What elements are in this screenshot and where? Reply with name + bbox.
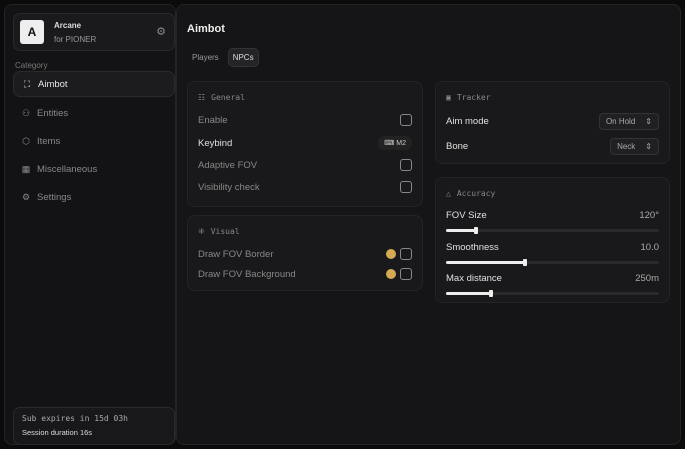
sidebar: A Arcane for PIONER ⚙ Category ⛶ Aimbot ⚇… bbox=[4, 4, 176, 445]
aim-mode-row: Aim mode On Hold ⇕ bbox=[446, 112, 659, 130]
label: FOV Size bbox=[446, 210, 487, 221]
visibility-check-checkbox[interactable] bbox=[400, 181, 412, 193]
tab-players[interactable]: Players bbox=[192, 53, 219, 62]
bone-row: Bone Neck ⇕ bbox=[446, 137, 659, 155]
sidebar-item-settings[interactable]: ⚙ Settings bbox=[13, 184, 175, 210]
card-title: Accuracy bbox=[456, 189, 496, 198]
sidebar-item-label: Aimbot bbox=[38, 78, 68, 90]
enable-row: Enable bbox=[198, 112, 412, 128]
card-title: Tracker bbox=[456, 93, 491, 102]
label: Draw FOV Border bbox=[198, 248, 274, 260]
keybind-row: Keybind ⌨ M2 bbox=[198, 135, 412, 151]
slider-thumb[interactable] bbox=[473, 227, 478, 234]
tab-bar: Players NPCs bbox=[187, 48, 259, 67]
slider-fill bbox=[446, 292, 491, 295]
category-label: Category bbox=[15, 61, 48, 70]
sidebar-item-entities[interactable]: ⚇ Entities bbox=[13, 100, 175, 126]
sidebar-item-label: Settings bbox=[37, 191, 72, 203]
sidebar-item-label: Items bbox=[37, 135, 61, 147]
card-title: General bbox=[211, 93, 245, 102]
select-icon: ⇕ bbox=[645, 141, 652, 151]
sidebar-item-label: Entities bbox=[37, 107, 69, 119]
tracker-icon: ▣ bbox=[446, 93, 451, 102]
label: Aim mode bbox=[446, 115, 489, 127]
triangle-icon: △ bbox=[446, 189, 451, 198]
label: Adaptive FOV bbox=[198, 159, 258, 171]
adaptive-fov-checkbox[interactable] bbox=[400, 159, 412, 171]
card-title: Visual bbox=[210, 227, 240, 236]
draw-fov-border-row: Draw FOV Border bbox=[198, 246, 412, 262]
draw-fov-background-checkbox[interactable] bbox=[400, 268, 412, 280]
target-icon: ⁜ bbox=[198, 227, 205, 236]
enable-checkbox[interactable] bbox=[400, 114, 412, 126]
aim-mode-select[interactable]: On Hold ⇕ bbox=[598, 112, 659, 130]
keybind-button[interactable]: ⌨ M2 bbox=[378, 136, 412, 150]
value: 10.0 bbox=[640, 242, 660, 253]
draw-fov-border-checkbox[interactable] bbox=[400, 248, 412, 260]
main-panel: Aimbot Players NPCs ☷ General Enable Keyb… bbox=[176, 4, 681, 445]
logo: A bbox=[20, 20, 44, 44]
sidebar-item-miscellaneous[interactable]: ▦ Miscellaneous bbox=[13, 156, 175, 182]
accuracy-card: △ Accuracy FOV Size 120° Smoothness 10.0 Ma… bbox=[435, 177, 670, 303]
slider-thumb[interactable] bbox=[488, 290, 493, 297]
brand-card: A Arcane for PIONER ⚙ bbox=[13, 13, 175, 51]
label: Keybind bbox=[198, 137, 233, 149]
value: 120° bbox=[639, 210, 659, 221]
sidebar-item-items[interactable]: ⬡ Items bbox=[13, 128, 175, 154]
app-subtitle: for PIONER bbox=[54, 35, 97, 44]
subscription-info: Sub expires in 15d 03h Session duration … bbox=[13, 407, 175, 445]
select-icon: ⇕ bbox=[645, 116, 652, 126]
color-picker[interactable] bbox=[386, 269, 396, 279]
slider-fill bbox=[446, 261, 525, 264]
slider-thumb[interactable] bbox=[522, 259, 527, 266]
fov-size-slider[interactable] bbox=[446, 227, 659, 234]
list-icon: ☷ bbox=[198, 93, 206, 102]
sidebar-item-aimbot[interactable]: ⛶ Aimbot bbox=[13, 71, 175, 97]
tab-npcs[interactable]: NPCs bbox=[227, 48, 259, 67]
max-distance-slider-row: Max distance 250m bbox=[446, 273, 659, 297]
slider-fill bbox=[446, 229, 476, 232]
bone-select[interactable]: Neck ⇕ bbox=[610, 137, 659, 155]
page-title: Aimbot bbox=[187, 23, 225, 35]
session-duration: Session duration 16s bbox=[22, 428, 93, 437]
subscription-expiry: Sub expires in 15d 03h bbox=[22, 414, 128, 423]
general-card: ☷ General Enable Keybind ⌨ M2 Adaptive FOV… bbox=[187, 81, 423, 207]
label: Enable bbox=[198, 114, 228, 126]
select-value: Neck bbox=[617, 141, 636, 151]
draw-fov-background-row: Draw FOV Background bbox=[198, 266, 412, 282]
adaptive-fov-row: Adaptive FOV bbox=[198, 157, 412, 173]
smoothness-slider[interactable] bbox=[446, 259, 659, 266]
grid-icon: ▦ bbox=[21, 163, 31, 174]
users-icon: ⚇ bbox=[21, 107, 31, 118]
label: Max distance bbox=[446, 273, 502, 284]
value: 250m bbox=[635, 273, 659, 284]
gear-icon: ⚙ bbox=[21, 191, 31, 202]
tracker-card: ▣ Tracker Aim mode On Hold ⇕ Bone Neck ⇕ bbox=[435, 81, 670, 164]
max-distance-slider[interactable] bbox=[446, 290, 659, 297]
label: Bone bbox=[446, 140, 469, 152]
keybind-value: M2 bbox=[396, 140, 406, 147]
label: Visibility check bbox=[198, 181, 260, 193]
fov-size-slider-row: FOV Size 120° bbox=[446, 210, 659, 234]
gear-icon[interactable]: ⚙ bbox=[156, 26, 166, 38]
app-name: Arcane bbox=[54, 21, 82, 30]
keyboard-icon: ⌨ bbox=[384, 140, 397, 147]
sidebar-item-label: Miscellaneous bbox=[37, 163, 98, 175]
visual-card: ⁜ Visual Draw FOV Border Draw FOV Backgro… bbox=[187, 215, 423, 291]
select-value: On Hold bbox=[605, 116, 636, 126]
label: Smoothness bbox=[446, 242, 499, 253]
color-picker[interactable] bbox=[386, 249, 396, 259]
label: Draw FOV Background bbox=[198, 268, 296, 280]
crosshair-icon: ⛶ bbox=[23, 78, 31, 89]
visibility-check-row: Visibility check bbox=[198, 179, 412, 195]
smoothness-slider-row: Smoothness 10.0 bbox=[446, 242, 660, 266]
box-icon: ⬡ bbox=[22, 135, 30, 146]
